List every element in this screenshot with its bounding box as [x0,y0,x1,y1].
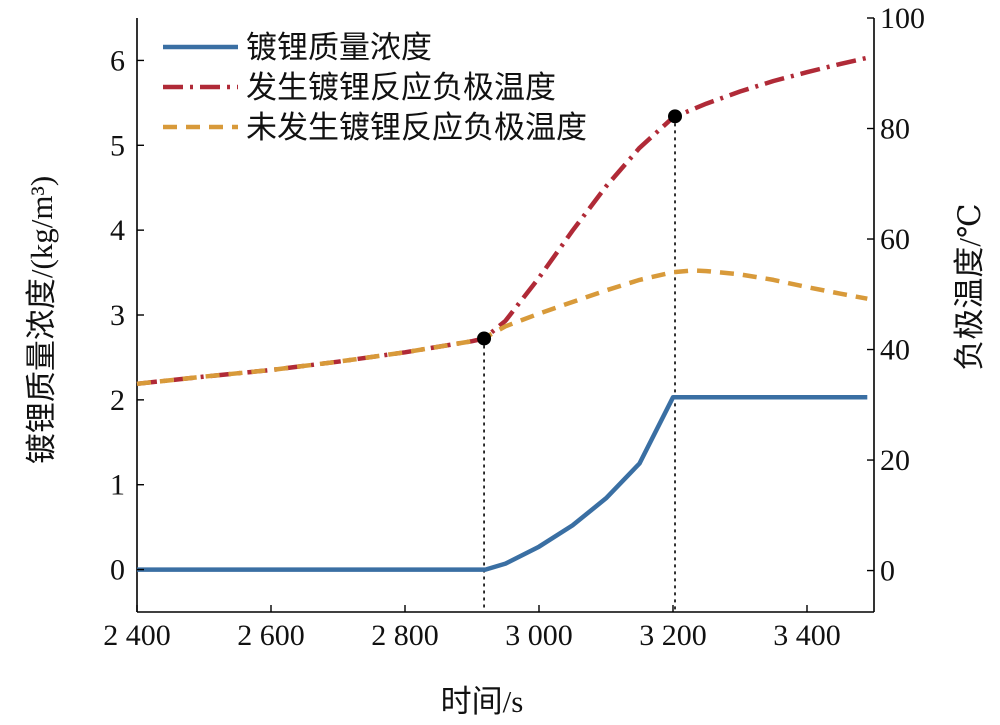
legend-label-2: 未发生镀锂反应负极温度 [246,110,587,145]
y-left-tick-label: 5 [110,129,125,162]
x-tick-label: 3 200 [639,619,707,652]
data-marker [477,331,492,346]
y-left-tick-label: 6 [110,44,125,77]
ticks-layer: 2 400 2 600 2 800 3 000 3 200 3 4000123456020… [103,2,925,652]
y-right-tick-label: 20 [880,444,910,477]
x-tick-label: 3 400 [773,619,841,652]
legend-label-1: 发生镀锂反应负极温度 [246,70,556,105]
y-left-axis-title: 镀锂质量浓度/(kg/m³) [24,176,59,464]
y-left-tick-label: 1 [110,469,125,502]
series-line-0 [137,395,868,572]
y-right-tick-label: 0 [880,555,895,588]
x-tick-label: 3 000 [505,619,573,652]
y-right-tick-label: 40 [880,334,910,367]
x-tick-label: 2 600 [237,619,305,652]
reference-lines [483,116,676,612]
plot-frame [136,18,875,613]
series-line-2 [136,268,868,387]
x-axis-title: 时间/s [441,684,524,719]
y-left-tick-label: 4 [110,214,125,247]
y-left-tick-label: 3 [110,299,125,332]
legend-label-0: 镀锂质量浓度 [246,30,432,65]
x-tick-label: 2 800 [371,619,439,652]
y-right-axis-title: 负极温度/℃ [952,203,987,370]
y-right-tick-label: 100 [880,2,925,35]
y-left-tick-label: 2 [110,384,125,417]
series-layer [136,55,868,572]
x-tick-label: 2 400 [103,619,171,652]
series-line-1 [136,55,868,387]
y-right-tick-label: 80 [880,113,910,146]
y-right-tick-label: 60 [880,223,910,256]
y-left-tick-label: 0 [110,554,125,587]
data-marker [668,109,683,124]
marker-layer [477,109,683,346]
